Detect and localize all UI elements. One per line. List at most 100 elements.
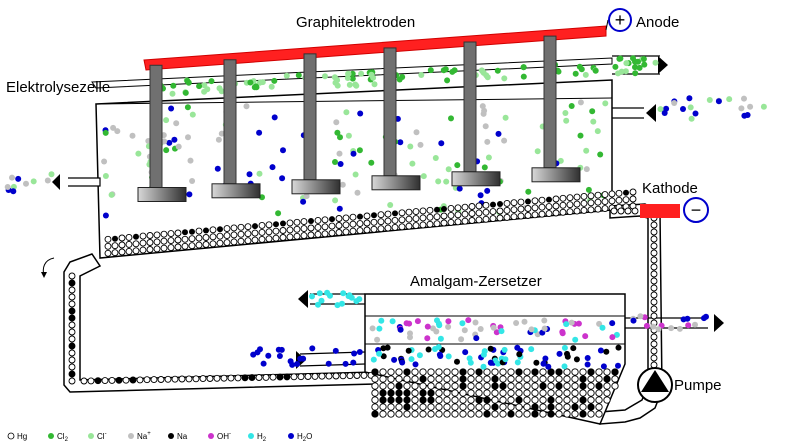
hydrogen-particle [378, 317, 385, 324]
na-plus-particle [369, 325, 376, 332]
na-plus-particle [650, 323, 657, 330]
water-particle [256, 129, 263, 136]
mercury-particle [293, 225, 301, 233]
na-plus-particle [501, 137, 508, 144]
mercury-particle [499, 396, 507, 404]
mercury-particle [167, 237, 175, 245]
water-particle [412, 361, 419, 368]
mercury-particle [132, 247, 140, 255]
mercury-particle [475, 375, 483, 383]
mercury-particle [342, 221, 350, 229]
mercury-particle [440, 219, 448, 227]
mercury-particle [412, 208, 420, 216]
mercury-particle [467, 396, 475, 404]
mercury-particle [132, 240, 140, 248]
mercury-particle [379, 382, 387, 390]
mercury-particle [435, 389, 443, 397]
mercury-particle [443, 396, 451, 404]
mercury-particle [325, 372, 333, 380]
chlorine-particle [334, 129, 341, 136]
na-plus-particle [479, 103, 486, 110]
mercury-particle [538, 196, 546, 204]
mercury-particle [279, 227, 287, 234]
sodium-particle [380, 345, 387, 352]
mercury-particle [580, 192, 588, 200]
chlorine-particle [451, 67, 458, 74]
mercury-particle [443, 368, 451, 376]
mercury-particle [387, 382, 395, 390]
mercury-particle [499, 368, 507, 376]
mercury-particle [353, 372, 361, 379]
mercury-particle [68, 377, 76, 385]
chlorine-particle [247, 79, 254, 86]
mercury-particle [571, 368, 579, 376]
hydrogen-particle [492, 357, 499, 364]
mercury-particle [371, 389, 379, 397]
na-plus-particle [333, 119, 340, 126]
mercury-particle [435, 396, 443, 404]
legend-swatch-oh- [208, 433, 214, 439]
water-particle [744, 112, 751, 118]
mercury-particle [146, 246, 154, 253]
mercury-particle [223, 225, 231, 233]
legend: Hg Cl2 Cl- Na+ Na OH- H2 H2O [7, 431, 312, 443]
chlorine-outlet-arrow [658, 56, 668, 74]
hydrogen-particle [340, 290, 347, 297]
mercury-particle [370, 218, 378, 226]
chlorine-particle [592, 67, 599, 74]
mercury-particle [539, 389, 547, 397]
mercury-particle [595, 382, 603, 390]
mercury-particle [451, 382, 459, 390]
mercury-particle [483, 375, 491, 383]
mercury-particle [555, 368, 563, 376]
brine-inlet-pipe [612, 107, 644, 119]
cl-minus-particle [432, 155, 439, 161]
mercury-particle [150, 376, 158, 384]
sodium-particle [308, 218, 314, 224]
chlorine-particle [444, 77, 451, 84]
mercury-particle [411, 410, 419, 418]
mercury-particle [475, 216, 483, 224]
mercury-particle [573, 200, 581, 208]
chlorine-particle [337, 134, 343, 141]
cl-minus-particle [687, 104, 694, 111]
mercury-particle [523, 396, 531, 404]
na-plus-particle [339, 181, 346, 188]
electrode-rod [303, 53, 317, 181]
mercury-particle [491, 368, 499, 376]
na-plus-particle [189, 178, 196, 184]
mercury-particle [603, 389, 611, 397]
mercury-particle [499, 389, 507, 397]
mercury-particle [304, 373, 312, 380]
mercury-particle [451, 396, 459, 404]
cell-label: Elektrolysezelle [6, 79, 110, 96]
mercury-particle [68, 286, 76, 294]
mercury-particle [475, 396, 483, 404]
electrode-rod [543, 35, 557, 169]
mercury-particle [468, 217, 476, 224]
chlorine-particle [185, 79, 192, 86]
chlorine-particle [163, 147, 170, 154]
mercury-particle [587, 375, 595, 383]
cl-minus-particle [135, 150, 142, 157]
hydrogen-particle [563, 321, 570, 328]
mercury-particle [547, 396, 555, 404]
cl-minus-particle [189, 111, 196, 118]
mercury-particle [286, 233, 294, 241]
sodium-particle [392, 210, 398, 217]
mercury-particle [650, 235, 658, 243]
mercury-particle [349, 227, 357, 235]
na-plus-particle [541, 325, 548, 332]
na-plus-particle [4, 184, 11, 190]
mercury-particle [220, 374, 228, 382]
mercury-particle [427, 396, 435, 404]
cl-minus-particle [420, 173, 427, 180]
mercury-particle [300, 218, 308, 226]
mercury-particle [571, 403, 579, 411]
cl-minus-particle [418, 72, 425, 78]
mercury-particle [216, 239, 224, 247]
chlorine-particle [427, 67, 434, 74]
mercury-particle [579, 410, 587, 418]
mercury-particle [68, 342, 76, 350]
mercury-particle [483, 382, 491, 390]
